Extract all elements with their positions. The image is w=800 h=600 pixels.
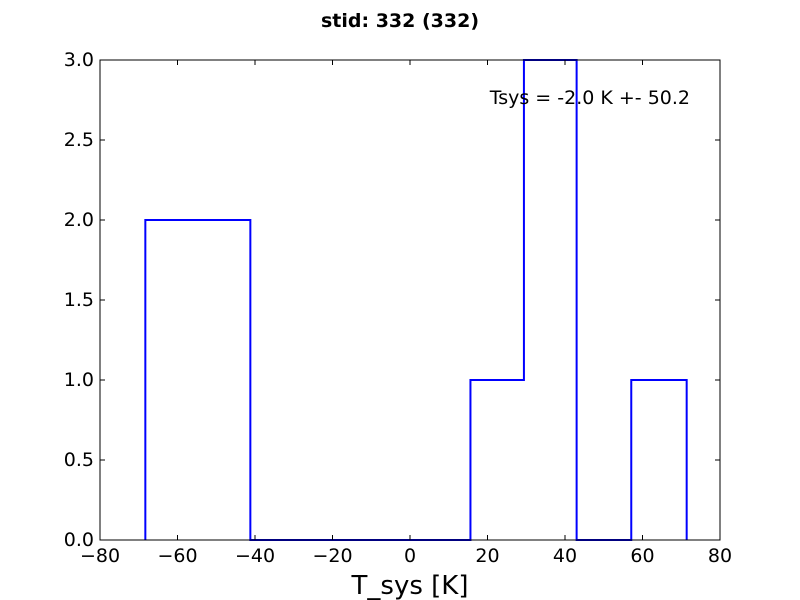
x-axis-label: T_sys [K]: [351, 571, 469, 600]
x-tick-label: 40: [553, 545, 577, 567]
x-tick-label: −20: [312, 545, 352, 567]
x-tick-label: −40: [235, 545, 275, 567]
x-tick-label: −80: [80, 545, 120, 567]
y-tick-label: 1.5: [64, 289, 94, 311]
y-tick-label: 0.5: [64, 449, 94, 471]
plot-frame: [99, 59, 721, 541]
x-tick-label: 20: [475, 545, 499, 567]
y-tick-label: 1.0: [64, 369, 94, 391]
x-tick-label: 0: [404, 545, 416, 567]
y-tick-label: 0.0: [64, 529, 94, 551]
y-tick-label: 3.0: [64, 49, 94, 71]
y-tick-label: 2.5: [64, 129, 94, 151]
histogram-step-line: [144, 59, 688, 541]
x-tick-label: −60: [157, 545, 197, 567]
x-tick-label: 60: [630, 545, 654, 567]
y-tick-label: 2.0: [64, 209, 94, 231]
chart-title: stid: 332 (332): [321, 10, 479, 32]
x-tick-label: 80: [708, 545, 732, 567]
tsys-annotation: Tsys = -2.0 K +- 50.2: [489, 87, 690, 109]
